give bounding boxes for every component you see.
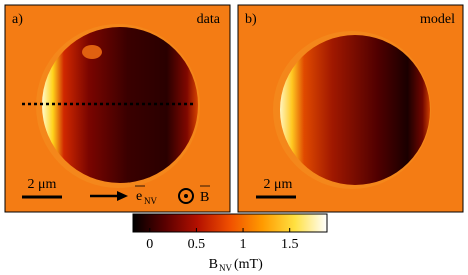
scale-bar-label: 2 μm (264, 177, 293, 192)
panel-label: a) (12, 12, 23, 27)
out-of-plane (178, 188, 194, 204)
colorbar-label: B (209, 257, 218, 272)
colorbar-tick-label: 1 (240, 237, 247, 252)
disc (280, 35, 430, 185)
scale-bar-label: 2 μm (28, 177, 57, 192)
b-symbol: B (200, 190, 209, 205)
colorbar (132, 213, 328, 233)
panel-label: b) (245, 12, 257, 27)
colorbar-label-sub: NV (219, 263, 232, 273)
e-symbol: e (136, 189, 142, 204)
defect (82, 45, 102, 59)
colorbar-tick-label: 1.5 (281, 237, 299, 252)
panel-title: data (197, 12, 221, 27)
colorbar-tick-label: 0.5 (188, 237, 206, 252)
colorbar-tick-label: 0 (146, 237, 153, 252)
arrowhead (117, 191, 128, 201)
colorbar-ticks: 0 0.5 1 1.5 (146, 228, 298, 252)
e-sub: NV (144, 196, 157, 206)
panel-title: model (420, 12, 455, 27)
dot (184, 194, 188, 198)
colorbar-unit: (mT) (234, 257, 263, 272)
